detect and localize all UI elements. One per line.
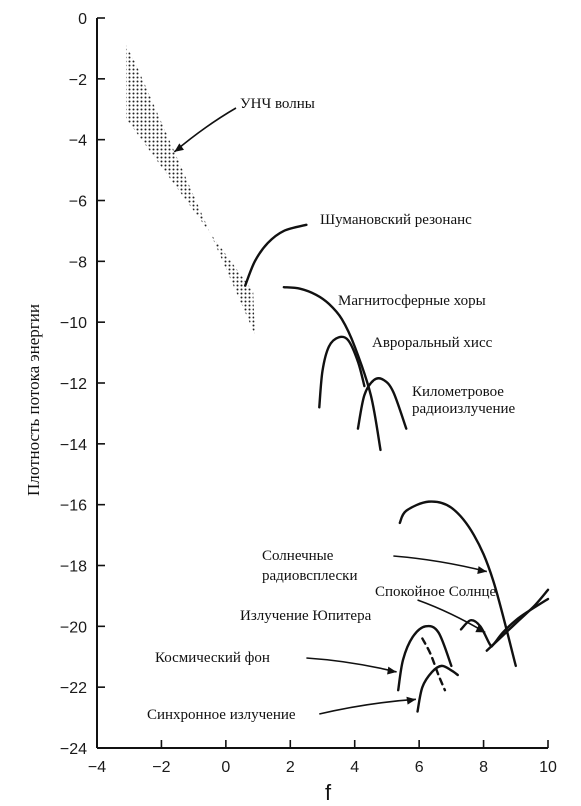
x-tick-label: 10 [539, 759, 557, 776]
annotation-pointer-1 [393, 555, 487, 573]
y-tick-label: −18 [60, 559, 87, 576]
series-curve-9 [421, 637, 447, 692]
annotation-arrowhead-4 [406, 696, 416, 705]
x-tick-label: 2 [286, 759, 295, 776]
unch-waves-region [125, 45, 255, 335]
annotation-solar-bursts-line2: радиовсплески [262, 568, 358, 584]
pointers-layer [173, 107, 487, 715]
y-tick-label: −22 [60, 680, 87, 697]
series-curve-2 [318, 335, 366, 409]
annotation-cosmic-background: Космический фон [155, 650, 270, 666]
y-tick-label: −12 [60, 376, 87, 393]
annotation-auroral-hiss: Авроральный хисс [372, 335, 493, 351]
y-tick-label: −4 [69, 133, 87, 150]
series-curve-0 [243, 223, 308, 287]
annotation-arrowhead-0 [174, 143, 184, 152]
y-tick-label: −2 [69, 72, 87, 89]
plot-frame [96, 18, 548, 749]
annotation-pointer-2 [417, 599, 486, 634]
x-axis-title: f [325, 780, 332, 805]
annotation-quiet-sun: Спокойное Солнце [375, 584, 497, 600]
x-tick-label: −4 [88, 759, 106, 776]
series-curve-3 [356, 377, 408, 430]
annotation-pointer-0 [173, 107, 237, 153]
y-tick-label: 0 [78, 11, 87, 28]
annotation-pointer-4 [319, 698, 416, 715]
y-axis-title: Плотность потока энергии [24, 304, 43, 496]
annotation-schumann: Шумановский резонанс [320, 212, 472, 228]
annotation-jupiter: Излучение Юпитера [240, 608, 372, 624]
annotation-chorus: Магнитосферные хоры [338, 293, 486, 309]
annotation-pointer-3 [306, 657, 397, 673]
annotation-synchrotron: Синхронное излучение [147, 707, 296, 723]
y-tick-label: −16 [60, 498, 87, 515]
x-tick-label: −2 [152, 759, 170, 776]
y-tick-label: −8 [69, 254, 87, 271]
annotation-solar-bursts-line1: Солнечные [262, 548, 334, 564]
y-tick-label: −14 [60, 437, 87, 454]
annotation-unch: УНЧ волны [240, 96, 315, 112]
series-curve-6 [485, 588, 550, 652]
annotation-akr-line2: радиоизлучение [412, 401, 516, 417]
x-tick-label: 8 [479, 759, 488, 776]
regions-layer [125, 45, 255, 335]
series-curve-7 [397, 624, 453, 692]
y-tick-label: −10 [60, 315, 87, 332]
x-tick-label: 0 [221, 759, 230, 776]
annotation-arrowhead-2 [475, 624, 486, 633]
y-tick-label: −20 [60, 619, 87, 636]
ticks-layer: 0−2−4−6−8−10−12−14−16−18−20−22−24−4 −2 0 2 4… [60, 11, 557, 776]
series-curve-1 [282, 285, 382, 452]
annotation-akr-line1: Километровое [412, 384, 504, 400]
y-tick-label: −6 [69, 194, 87, 211]
x-tick-label: 4 [350, 759, 359, 776]
annotation-arrowhead-3 [387, 666, 397, 675]
y-tick-label: −24 [60, 741, 87, 758]
curves-layer [243, 223, 550, 713]
annotation-arrowhead-1 [477, 566, 487, 575]
x-tick-label: 6 [415, 759, 424, 776]
series-curve-4 [398, 500, 517, 668]
